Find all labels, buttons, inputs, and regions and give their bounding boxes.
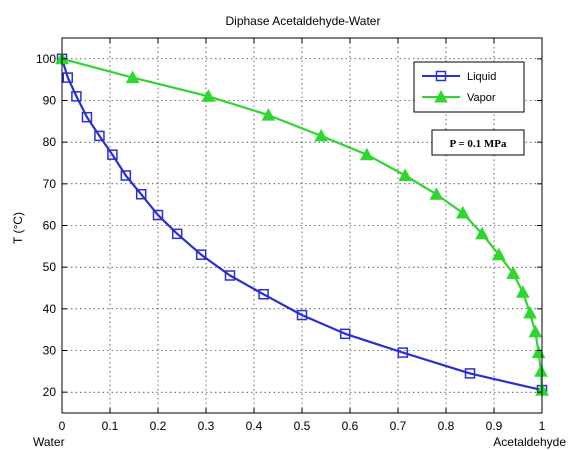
x-tick-label: 1 (539, 419, 546, 433)
y-tick-label: 90 (43, 94, 57, 108)
liquid-point (339, 328, 351, 340)
liquid-point (135, 189, 147, 200)
x-tick-label: 0 (59, 419, 66, 433)
y-axis-label: T (°C) (11, 212, 25, 244)
pressure-annotation: P = 0.1 MPa (431, 129, 525, 156)
vapor-point (359, 147, 374, 161)
vapor-point (261, 108, 276, 121)
vapor-point (475, 226, 489, 240)
vapor-point (201, 89, 216, 102)
series-layer (55, 51, 549, 396)
legend-liquid-marker (435, 70, 447, 82)
x-tick-label: 0.2 (150, 419, 167, 433)
pressure-annotation-text: P = 0.1 MPa (450, 138, 507, 150)
vapor-point (515, 285, 530, 298)
chart-title: Diphase Acetaldehyde-Water (226, 14, 381, 28)
y-tick-label: 50 (43, 260, 57, 274)
liquid-point (171, 228, 183, 240)
legend: Liquid Vapor (413, 61, 525, 113)
liquid-point (94, 130, 105, 142)
grid (62, 38, 542, 413)
legend-vapor-label: Vapor (467, 92, 496, 104)
vapor-point (125, 70, 140, 84)
x-end-label-right: Acetaldehyde (493, 435, 566, 449)
y-tick-label: 30 (43, 344, 57, 358)
y-tick-label: 70 (43, 177, 57, 191)
y-tick-label: 20 (43, 385, 57, 399)
vapor-point (455, 205, 470, 219)
x-tick-label: 0.1 (102, 419, 119, 433)
liquid-point (120, 170, 132, 181)
x-tick-label: 0.8 (438, 419, 455, 433)
liquid-point (81, 111, 93, 123)
y-tick-label: 60 (43, 219, 57, 233)
x-tick-label: 0.7 (390, 419, 407, 433)
liquid-point (296, 309, 308, 321)
x-tick-label: 0.4 (246, 419, 263, 433)
vapor-point (506, 266, 521, 279)
liquid-point (258, 289, 269, 300)
liquid-point (152, 209, 164, 221)
vapor-point (534, 364, 548, 377)
y-tick-label: 100 (36, 52, 56, 66)
liquid-point (224, 270, 236, 281)
x-tick-label: 0.6 (342, 419, 359, 433)
x-tick-label: 0.5 (294, 419, 311, 433)
x-tick-label: 0.3 (198, 419, 215, 433)
vapor-point (429, 187, 444, 200)
vapor-point (523, 305, 537, 319)
pressure-annotation-box (431, 129, 525, 156)
vapor-point (398, 168, 413, 181)
liquid-point (397, 347, 409, 358)
liquid-curve (60, 58, 543, 392)
liquid-point (107, 149, 118, 160)
x-end-label-left: Water (33, 435, 65, 449)
vapor-point (314, 128, 329, 142)
vapor-point (491, 247, 506, 261)
vapor-point (528, 324, 543, 338)
legend-box (413, 61, 525, 113)
legend-vapor-marker (434, 89, 448, 103)
liquid-point (195, 249, 207, 260)
liquid-point (62, 72, 74, 83)
liquid-point (71, 91, 82, 102)
liquid-point (464, 368, 476, 379)
y-tick-label: 80 (43, 135, 57, 149)
legend-liquid-label: Liquid (467, 71, 496, 83)
ticks: 0 0.1 0.2 0.3 0.4 0.5 0.6 0.7 0.8 0.9 1 20 30 40 50 60 7… (36, 38, 546, 433)
y-tick-label: 40 (43, 302, 57, 316)
x-tick-label: 0.9 (486, 419, 503, 433)
